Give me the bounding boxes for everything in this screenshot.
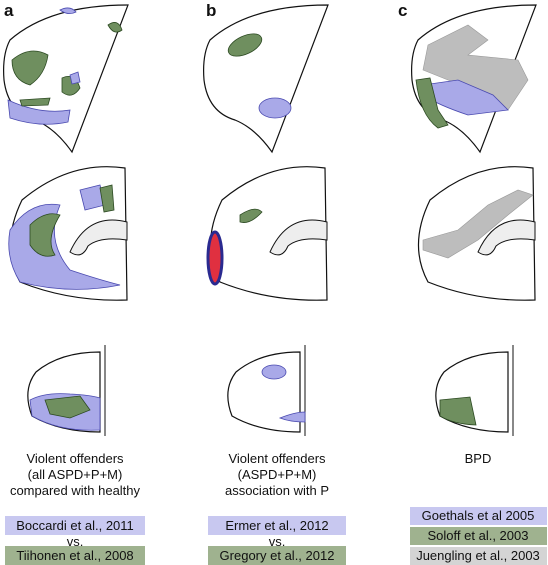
legend-label: Boccardi et al., 2011 <box>16 518 134 533</box>
blob <box>19 97 51 107</box>
separator: vs. <box>67 534 84 549</box>
caption: Violent offenders <box>228 451 326 466</box>
caption: association with P <box>225 483 329 498</box>
blob <box>29 213 61 257</box>
blob <box>258 97 292 119</box>
blob <box>99 184 115 213</box>
legend-box <box>5 546 145 565</box>
panel-label: b <box>206 1 216 20</box>
caption: (all ASPD+P+M) <box>28 467 123 482</box>
legend-label: Gregory et al., 2012 <box>220 548 335 563</box>
caption: BPD <box>465 451 492 466</box>
legends: Boccardi et al., 2011 vs. Tiihonen et al… <box>5 507 547 565</box>
brain-column-a <box>3 4 129 436</box>
legend-label: Soloff et al., 2003 <box>428 528 529 543</box>
legend-box <box>410 527 547 545</box>
blob <box>7 99 71 125</box>
brain-column-b <box>203 4 329 436</box>
legend-label: Goethals et al 2005 <box>422 508 535 523</box>
legend-label: Ermer et al., 2012 <box>225 518 328 533</box>
legend-label: Juengling et al., 2003 <box>416 548 540 563</box>
legend-label: Tiihonen et al., 2008 <box>16 548 133 563</box>
brain-column-c <box>411 4 537 436</box>
legend-box <box>410 507 547 525</box>
blob <box>59 7 77 14</box>
caption: (ASPD+P+M) <box>238 467 317 482</box>
caption: Violent offenders <box>26 451 124 466</box>
blob <box>261 364 287 380</box>
blob <box>422 24 529 111</box>
lateral-brain <box>203 4 329 154</box>
separator: vs. <box>269 534 286 549</box>
panel-label: c <box>398 1 407 20</box>
legend-box <box>5 516 145 535</box>
blob <box>227 33 263 57</box>
corpus-callosum <box>269 219 328 256</box>
blob <box>69 71 81 85</box>
blob <box>439 396 477 426</box>
blob <box>415 77 449 129</box>
blob <box>107 22 123 33</box>
blob <box>11 50 49 86</box>
legend-box <box>208 546 346 565</box>
captions: Violent offenders (all ASPD+P+M) compare… <box>10 451 491 498</box>
blob <box>206 230 224 286</box>
blob <box>422 189 534 259</box>
corpus-callosum <box>69 219 128 256</box>
legend-box <box>208 516 346 535</box>
blob <box>44 395 91 419</box>
legend-box <box>410 547 547 565</box>
corpus-callosum <box>477 219 536 256</box>
panel-label: a <box>4 1 14 20</box>
caption: compared with healthy <box>10 483 141 498</box>
blob <box>278 411 306 423</box>
blob <box>239 208 263 223</box>
